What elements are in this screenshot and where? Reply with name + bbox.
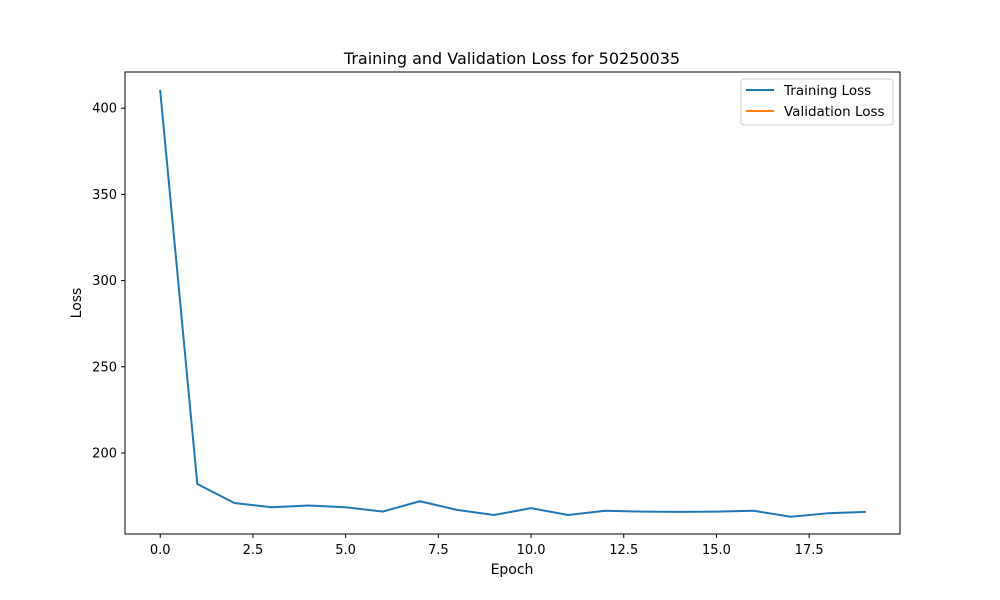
x-tick-label: 5.0: [335, 543, 356, 558]
legend-label: Training Loss: [783, 83, 871, 99]
y-tick-label: 200: [92, 446, 117, 461]
y-tick-label: 350: [92, 188, 117, 203]
x-axis-label: Epoch: [491, 562, 534, 578]
y-axis-label: Loss: [69, 288, 85, 319]
y-tick-label: 400: [92, 102, 117, 117]
chart-title: Training and Validation Loss for 5025003…: [343, 49, 680, 68]
x-tick-label: 2.5: [243, 543, 264, 558]
y-tick-label: 300: [92, 274, 117, 289]
legend-box: [740, 78, 894, 126]
x-tick-label: 12.5: [609, 543, 638, 558]
x-tick-label: 7.5: [428, 543, 449, 558]
y-tick-label: 250: [92, 360, 117, 375]
axes-frame: [124, 71, 901, 535]
series-line-training-loss: [159, 89, 866, 518]
legend: Training Loss Validation Loss: [740, 78, 894, 126]
x-tick-label: 15.0: [702, 543, 731, 558]
x-tick-label: 0.0: [150, 543, 171, 558]
x-tick-label: 10.0: [517, 543, 546, 558]
plot-area: 0.0 2.5 5.0 7.5 10.0 12.5 15.0 17.5 200 250 300 350…: [92, 71, 901, 558]
legend-label: Validation Loss: [784, 104, 885, 120]
x-tick-label: 17.5: [795, 543, 824, 558]
